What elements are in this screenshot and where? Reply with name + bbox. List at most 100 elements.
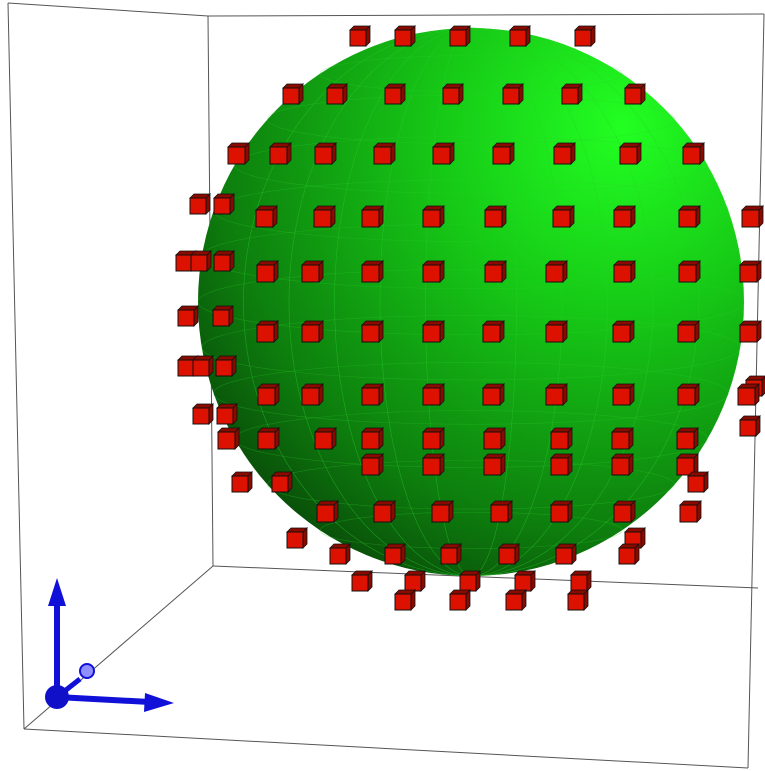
marker-cube: [492, 142, 515, 165]
marker-cube: [212, 305, 234, 327]
marker-cube: [545, 260, 568, 283]
marker-cube: [216, 403, 238, 425]
marker-cube: [404, 570, 426, 592]
marker-cube: [678, 205, 701, 228]
marker-cube: [313, 205, 336, 228]
marker-cube: [314, 427, 337, 450]
marker-cube: [373, 142, 396, 165]
marker-cube: [213, 250, 235, 272]
marker-cube: [619, 142, 642, 165]
marker-cube: [502, 83, 524, 105]
marker-cube: [514, 570, 536, 592]
marker-cube: [509, 25, 531, 47]
marker-cube: [611, 427, 634, 450]
marker-cube: [361, 427, 384, 450]
marker-cube: [553, 142, 576, 165]
axes-triad[interactable]: [45, 578, 174, 712]
marker-cube: [316, 500, 339, 523]
marker-cube: [505, 589, 527, 611]
marker-cube: [213, 193, 235, 215]
marker-cube: [422, 383, 445, 406]
marker-cube: [545, 320, 568, 343]
marker-cube: [679, 500, 702, 523]
marker-cube: [422, 320, 445, 343]
marker-cube: [349, 25, 371, 47]
marker-cube: [192, 355, 214, 377]
marker-cube: [484, 260, 507, 283]
marker-cube: [422, 453, 445, 476]
marker-cube: [329, 543, 351, 565]
marker-cube: [555, 543, 577, 565]
marker-cube: [687, 471, 709, 493]
green-sphere[interactable]: [197, 27, 745, 577]
marker-cube: [215, 355, 237, 377]
marker-cube: [483, 453, 506, 476]
marker-cube: [739, 415, 761, 437]
arrow-depth-icon: [79, 663, 95, 679]
marker-cube: [682, 142, 705, 165]
marker-cube: [442, 83, 464, 105]
marker-cube: [550, 453, 573, 476]
marker-cube: [384, 83, 406, 105]
marker-cube: [257, 383, 280, 406]
marker-cube: [483, 427, 506, 450]
marker-cube: [449, 25, 471, 47]
marker-cube: [624, 83, 646, 105]
marker-cube: [613, 260, 636, 283]
marker-cube: [422, 260, 445, 283]
marker-cube: [676, 427, 699, 450]
marker-cube: [255, 205, 278, 228]
marker-cube: [561, 83, 583, 105]
marker-cube: [574, 25, 596, 47]
marker-cube: [440, 543, 462, 565]
marker-cube: [422, 427, 445, 450]
marker-cube: [613, 205, 636, 228]
marker-cube: [552, 205, 575, 228]
marker-cube: [482, 383, 505, 406]
sphere-origin-icon: [45, 685, 69, 709]
mesh-latitude-line: [213, 362, 729, 425]
marker-cube: [613, 500, 636, 523]
marker-cube: [394, 25, 416, 47]
marker-cube: [286, 527, 308, 549]
marker-cube: [678, 260, 701, 283]
mesh-latitude-line: [319, 55, 623, 93]
marker-cube: [231, 471, 253, 493]
marker-cube: [361, 260, 384, 283]
marker-cube: [282, 83, 304, 105]
marker-cube: [611, 453, 634, 476]
marker-cube: [301, 320, 324, 343]
marker-cube: [431, 500, 454, 523]
marker-cube: [384, 543, 406, 565]
marker-cube: [361, 453, 384, 476]
marker-cube: [570, 570, 592, 592]
marker-cube: [567, 589, 589, 611]
marker-cube: [490, 500, 513, 523]
marker-cube: [373, 500, 396, 523]
marker-cube: [394, 589, 416, 611]
x-axis-arrow: [56, 694, 151, 705]
marker-cube: [351, 570, 373, 592]
marker-cube: [741, 205, 764, 228]
marker-cube: [459, 570, 481, 592]
marker-cube: [192, 403, 214, 425]
arrow-right-icon: [144, 693, 174, 712]
marker-cube: [498, 543, 520, 565]
marker-cube: [677, 320, 700, 343]
marker-cube: [361, 383, 384, 406]
marker-cube: [545, 383, 568, 406]
marker-cube: [739, 320, 762, 343]
marker-cube: [482, 320, 505, 343]
mesh-latitude-line: [267, 94, 675, 145]
marker-cube: [301, 383, 324, 406]
mesh-latitude-line: [197, 268, 745, 336]
marker-cube: [361, 205, 384, 228]
marker-cube: [227, 142, 250, 165]
mesh-latitude-line: [319, 511, 623, 549]
marker-cube: [676, 453, 699, 476]
marker-cube: [484, 205, 507, 228]
marker-cube: [618, 543, 640, 565]
marker-cube: [737, 383, 760, 406]
